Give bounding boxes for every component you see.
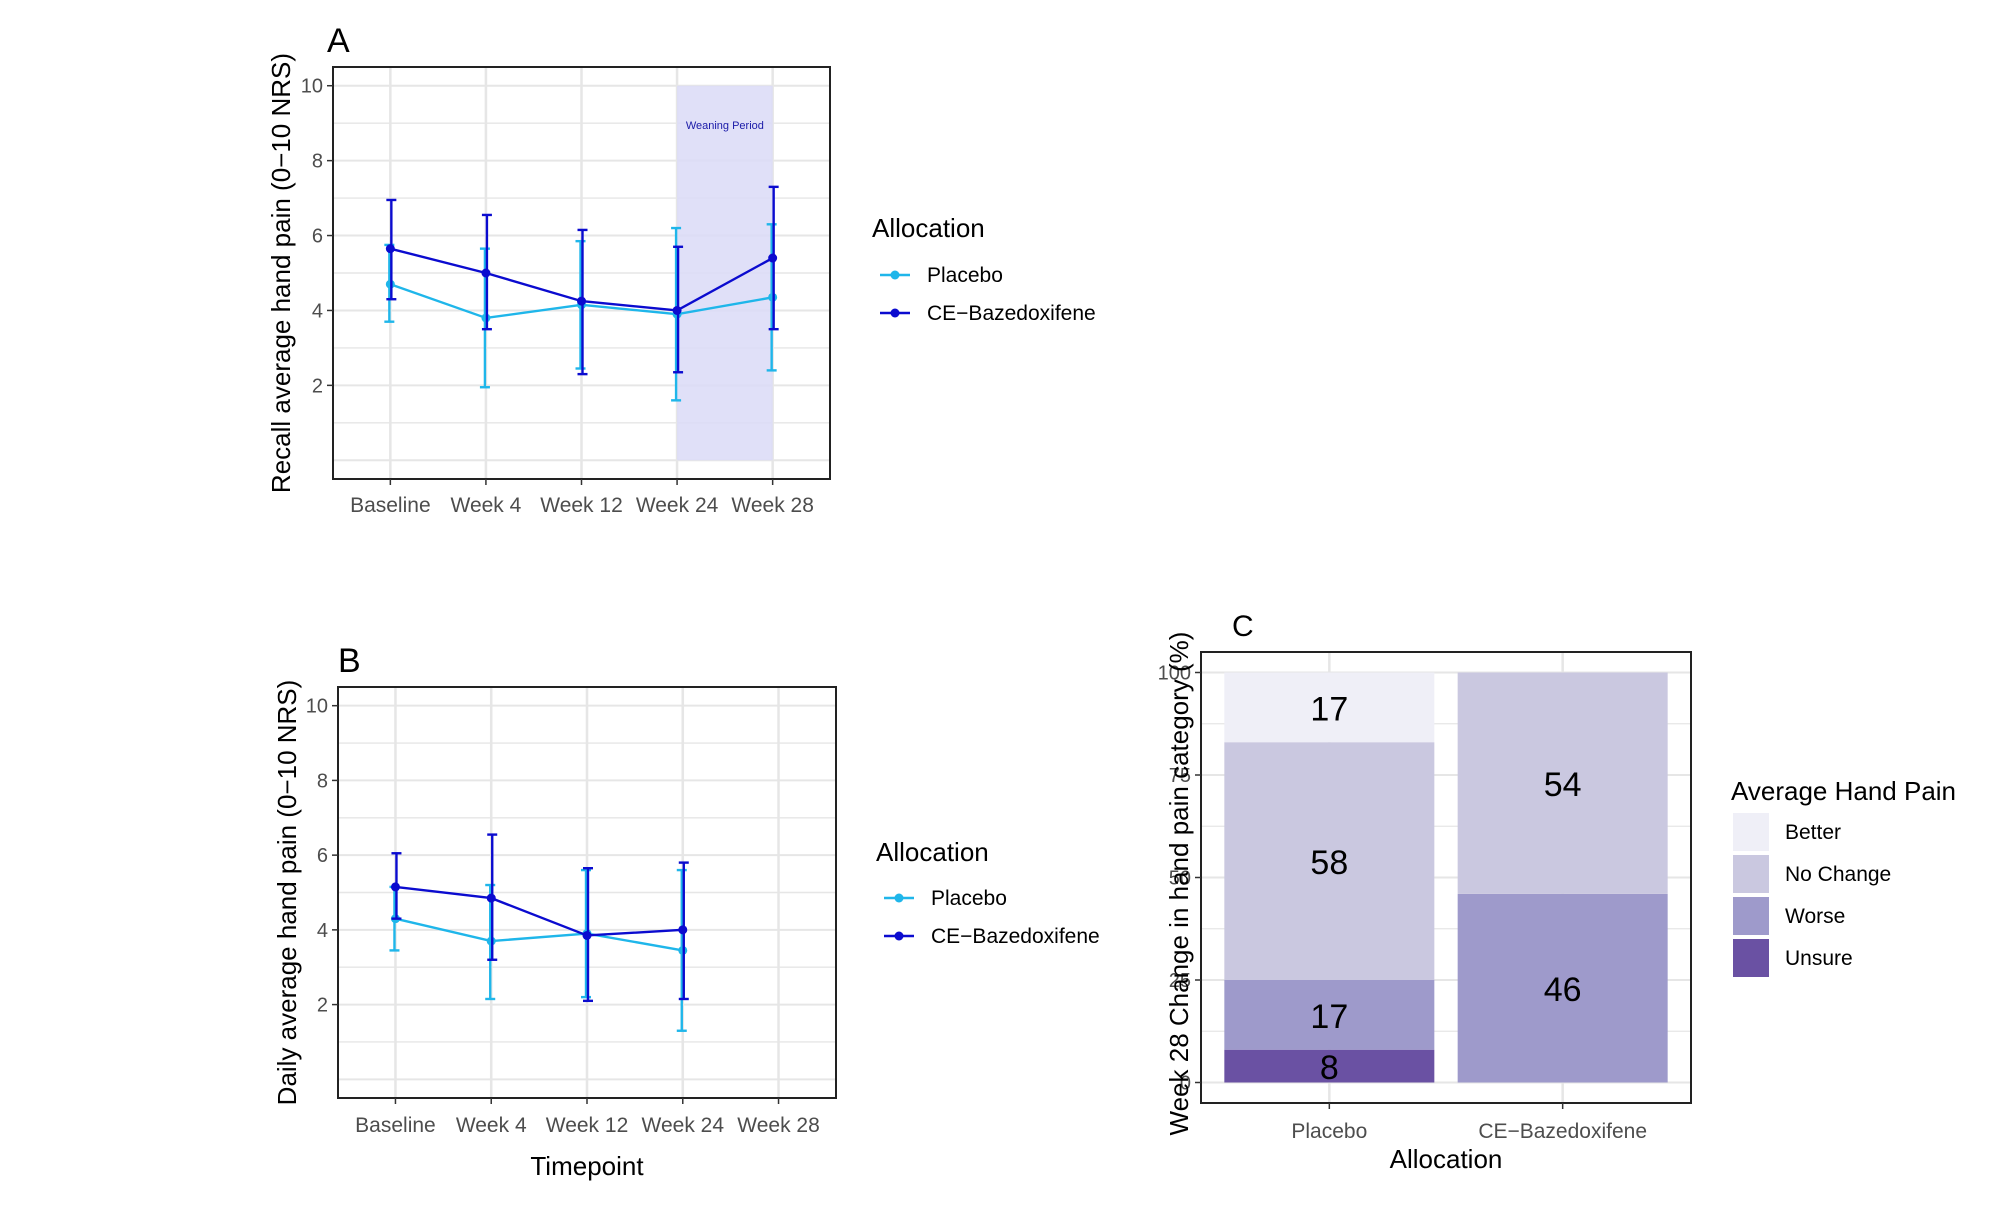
series-line-placebo [395,917,683,952]
y-tick-label: 6 [317,845,328,867]
data-point-ce-bazedoxifene [486,893,496,903]
x-tick-label: Week 4 [456,1114,527,1137]
data-label: 8 [1320,1049,1339,1087]
x-tick-label: Week 28 [737,1114,820,1137]
legend-key-better [1733,813,1769,851]
data-label: 17 [1310,998,1348,1036]
y-tick-label: 75 [1169,765,1191,787]
x-tick-label: Week 24 [642,1114,725,1137]
legend-item-worse: Worse [1785,905,1845,928]
y-tick-label: 10 [306,696,328,718]
data-point-ce-bazedoxifene [678,925,688,935]
y-tick-label: 6 [312,226,323,248]
panel-tag: B [338,642,361,680]
legend-item-better: Better [1785,821,1841,844]
bar-segment-better [1224,672,1435,743]
legend-item-ce-bazedoxifene: CE−Bazedoxifene [931,925,1100,948]
series-line-ce-bazedoxifene [395,885,683,937]
data-point-ce-bazedoxifene [390,882,400,892]
y-tick-label: 4 [312,300,323,322]
y-tick-label: 8 [312,151,323,173]
bar-segment-unsure [1224,1049,1435,1083]
y-tick-label: 4 [317,920,328,942]
data-point-ce-bazedoxifene [582,930,592,940]
legend-item-placebo: Placebo [931,887,1007,910]
y-tick-label: 50 [1169,868,1191,890]
panel-c: 8 17 58 17 46 54 0 25 50 75 100 Placebo CE−Bazedoxif… [1158,610,1956,1174]
panel-tag: C [1232,610,1254,643]
weaning-period-shade [677,85,773,461]
legend-key-worse [1733,897,1769,935]
data-point-ce-bazedoxifene [385,244,395,254]
weaning-period-label: Weaning Period [686,120,764,132]
legend-key-point [894,931,904,941]
y-tick-label: 2 [317,995,328,1017]
data-point-ce-bazedoxifene [481,268,491,278]
panel-b: 2 4 6 8 10 Baseline Week 4 Week 12 Week 24 Week 2… [272,642,1100,1181]
bar-segment-no-change [1457,672,1668,894]
x-tick-label: Week 12 [546,1114,629,1137]
legend-key-point [890,270,900,280]
data-point-ce-bazedoxifene [577,296,586,306]
bar-segment-no-change [1224,742,1435,980]
bar-segment-worse [1224,980,1435,1050]
x-tick-label: CE−Bazedoxifene [1478,1120,1647,1143]
y-tick-label: 25 [1169,970,1191,992]
data-point-ce-bazedoxifene [768,253,778,263]
x-axis-label: Timepoint [530,1151,644,1181]
panel-a: Weaning Period 2 4 6 8 10 Baseline Week 4 Week 1… [266,22,1096,517]
legend-item-placebo: Placebo [927,264,1003,287]
x-tick-label: Week 24 [636,494,719,517]
y-tick-label: 8 [317,770,328,792]
x-tick-label: Placebo [1291,1120,1367,1143]
y-tick-label: 10 [301,76,323,98]
y-tick-label: 100 [1158,663,1191,685]
legend-key-no-change [1733,855,1769,893]
y-axis-label: Recall average hand pain (0−10 NRS) [266,53,296,493]
legend-key-point [894,893,904,903]
legend-key-point [890,308,900,318]
legend-key-unsure [1733,939,1769,977]
x-tick-label: Baseline [355,1114,436,1137]
data-label: 17 [1310,690,1348,728]
data-point-ce-bazedoxifene [672,305,682,315]
x-tick-label: Week 28 [731,494,814,517]
x-axis-label: Allocation [1390,1144,1503,1174]
x-tick-label: Week 12 [540,494,623,517]
legend-title: Average Hand Pain [1731,776,1956,806]
x-tick-label: Week 4 [451,494,522,517]
legend-title: Allocation [872,213,985,243]
data-label: 46 [1544,971,1582,1009]
data-label: 58 [1310,844,1348,882]
y-tick-label: 2 [312,375,323,397]
y-axis-label: Week 28 Change in hand pain category (%) [1164,632,1194,1136]
data-label: 54 [1544,766,1582,804]
y-tick-label: 0 [1180,1073,1191,1095]
legend-item-no-change: No Change [1785,863,1891,886]
legend-title: Allocation [876,837,989,867]
y-axis-label: Daily average hand pain (0−10 NRS) [272,680,302,1106]
legend-item-ce-bazedoxifene: CE−Bazedoxifene [927,302,1096,325]
x-tick-label: Baseline [350,494,431,517]
panel-tag: A [327,22,350,60]
bar-segment-worse [1457,893,1668,1083]
legend-item-unsure: Unsure [1785,947,1853,970]
